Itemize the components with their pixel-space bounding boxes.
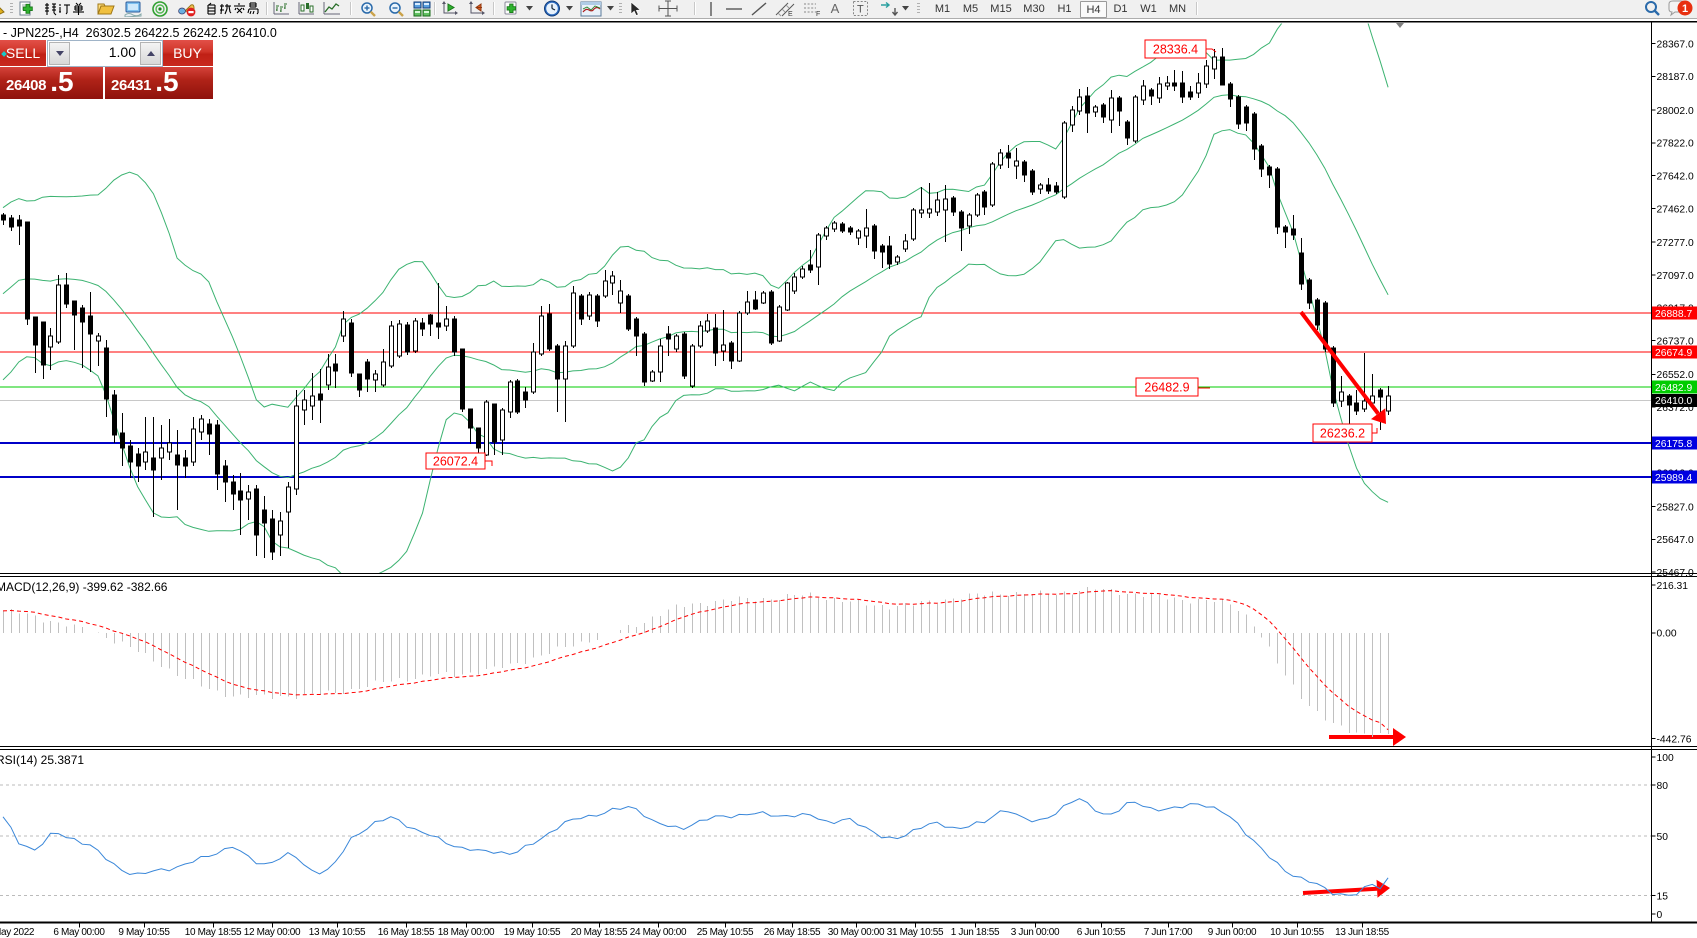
svg-text:E: E [788,11,793,17]
svg-text:0: 0 [1657,910,1663,921]
svg-text:25647.0: 25647.0 [1657,535,1694,546]
svg-text:28187.0: 28187.0 [1657,72,1694,83]
svg-text:3 Jun 00:00: 3 Jun 00:00 [1011,927,1060,938]
svg-text:50: 50 [1657,832,1669,843]
svg-text:MACD(12,26,9) -399.62 -382.66: MACD(12,26,9) -399.62 -382.66 [0,580,168,594]
svg-text:80: 80 [1657,781,1669,792]
svg-text:10 Jun 10:55: 10 Jun 10:55 [1270,927,1324,938]
svg-text:26072.4: 26072.4 [433,455,478,469]
svg-text:26552.0: 26552.0 [1657,370,1694,381]
svg-text:25 May 10:55: 25 May 10:55 [697,927,754,938]
svg-text:May 2022: May 2022 [0,927,35,938]
svg-text:20 May 18:55: 20 May 18:55 [571,927,628,938]
svg-text:26410.0: 26410.0 [1655,396,1692,407]
svg-text:26674.9: 26674.9 [1655,348,1692,359]
svg-text:30 May 00:00: 30 May 00:00 [828,927,885,938]
svg-text:0.00: 0.00 [1657,629,1677,640]
svg-text:27822.0: 27822.0 [1657,139,1694,150]
svg-text:28367.0: 28367.0 [1657,39,1694,50]
svg-text:13 May 10:55: 13 May 10:55 [309,927,366,938]
svg-text:25827.0: 25827.0 [1657,502,1694,513]
svg-text:1: 1 [1682,3,1688,15]
svg-text:9 May 10:55: 9 May 10:55 [118,927,170,938]
svg-text:7 Jun 17:00: 7 Jun 17:00 [1144,927,1193,938]
svg-text:27277.0: 27277.0 [1657,238,1694,249]
svg-text:25467.0: 25467.0 [1657,568,1694,579]
svg-text:RSI(14) 25.3871: RSI(14) 25.3871 [0,753,84,767]
svg-text:27462.0: 27462.0 [1657,204,1694,215]
svg-text:15: 15 [1657,891,1669,902]
svg-text:31 May 10:55: 31 May 10:55 [887,927,944,938]
svg-text:27642.0: 27642.0 [1657,171,1694,182]
svg-text:26175.8: 26175.8 [1655,439,1692,450]
svg-text:26482.9: 26482.9 [1144,381,1189,395]
svg-text:26888.7: 26888.7 [1655,309,1692,320]
svg-text:6 Jun 10:55: 6 Jun 10:55 [1077,927,1126,938]
svg-text:26236.2: 26236.2 [1320,427,1365,441]
svg-text:9 Jun 00:00: 9 Jun 00:00 [1208,927,1257,938]
svg-text:26737.0: 26737.0 [1657,336,1694,347]
svg-text:10 May 18:55: 10 May 18:55 [185,927,242,938]
svg-text:26 May 18:55: 26 May 18:55 [764,927,821,938]
svg-text:216.31: 216.31 [1657,581,1689,592]
svg-text:6 May 00:00: 6 May 00:00 [53,927,105,938]
svg-text:28002.0: 28002.0 [1657,106,1694,117]
svg-text:27097.0: 27097.0 [1657,271,1694,282]
svg-text:1 Jun 18:55: 1 Jun 18:55 [951,927,1000,938]
svg-text:24 May 00:00: 24 May 00:00 [630,927,687,938]
svg-text:19 May 10:55: 19 May 10:55 [504,927,561,938]
svg-text:18 May 00:00: 18 May 00:00 [438,927,495,938]
svg-text:T: T [857,4,864,16]
svg-text:F: F [816,11,820,17]
svg-text:-442.76: -442.76 [1657,734,1692,745]
svg-text:26482.9: 26482.9 [1655,383,1692,394]
svg-text:12 May 00:00: 12 May 00:00 [244,927,301,938]
svg-text:28336.4: 28336.4 [1153,43,1198,57]
svg-text:26372.0: 26372.0 [1657,403,1694,414]
svg-text:13 Jun 18:55: 13 Jun 18:55 [1335,927,1389,938]
svg-text:100: 100 [1657,753,1674,764]
svg-text:16 May 18:55: 16 May 18:55 [378,927,435,938]
svg-text:25989.4: 25989.4 [1655,473,1692,484]
